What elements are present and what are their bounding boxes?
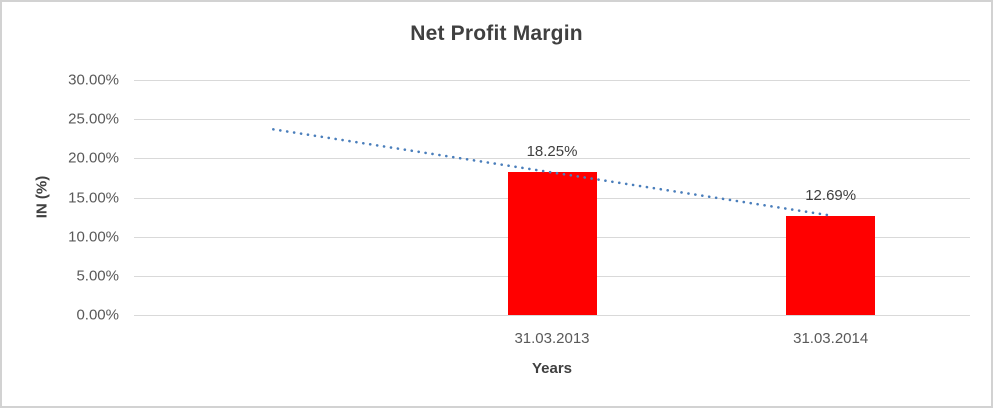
bar-value-label: 18.25% — [526, 143, 578, 161]
x-axis-tick-label: 31.03.2014 — [793, 330, 869, 347]
y-axis-tick-labels: 0.00% 5.00% 10.00% 15.00% 20.00% 25.00% 30.00% — [2, 72, 119, 324]
bar — [507, 172, 597, 315]
y-axis-tick-label: 0.00% — [76, 306, 119, 324]
gridline — [134, 119, 970, 121]
chart-title: Net Profit Margin — [410, 22, 583, 45]
y-axis-tick-label: 20.00% — [68, 149, 119, 167]
bar-value-label: 12.69% — [805, 186, 857, 204]
x-axis-title: Years — [531, 360, 573, 377]
gridline — [134, 315, 970, 316]
y-axis-tick-label: 25.00% — [68, 110, 119, 128]
y-axis-tick-label: 5.00% — [76, 267, 119, 285]
y-axis-tick-label: 30.00% — [68, 71, 119, 89]
bar — [786, 215, 876, 315]
plot-area: 18.25% 12.69% — [134, 80, 970, 316]
y-axis-tick-label: 10.00% — [68, 228, 119, 246]
y-axis-tick-label: 15.00% — [68, 189, 119, 206]
x-axis-tick-label: 31.03.2013 — [514, 330, 590, 347]
gridline — [134, 80, 970, 81]
